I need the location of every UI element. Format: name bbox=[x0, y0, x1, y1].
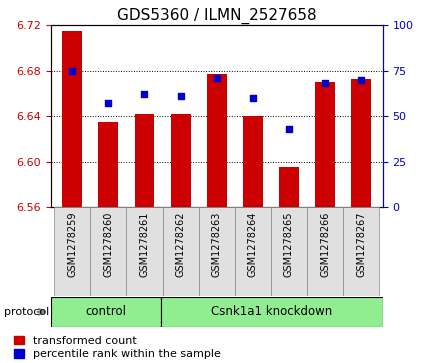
FancyBboxPatch shape bbox=[162, 207, 198, 296]
Point bbox=[286, 126, 293, 132]
Text: GSM1278260: GSM1278260 bbox=[103, 211, 114, 277]
Title: GDS5360 / ILMN_2527658: GDS5360 / ILMN_2527658 bbox=[117, 8, 316, 24]
Point bbox=[69, 68, 76, 74]
FancyBboxPatch shape bbox=[343, 207, 379, 296]
Bar bbox=[243, 116, 263, 207]
Point bbox=[358, 77, 365, 83]
Text: GSM1278266: GSM1278266 bbox=[320, 211, 330, 277]
FancyBboxPatch shape bbox=[161, 297, 383, 327]
FancyBboxPatch shape bbox=[51, 297, 161, 327]
Text: GSM1278261: GSM1278261 bbox=[139, 211, 150, 277]
Bar bbox=[207, 74, 227, 207]
FancyBboxPatch shape bbox=[235, 207, 271, 296]
Bar bbox=[135, 114, 154, 207]
Text: GSM1278265: GSM1278265 bbox=[284, 211, 294, 277]
Text: GSM1278259: GSM1278259 bbox=[67, 211, 77, 277]
Point bbox=[141, 91, 148, 97]
FancyBboxPatch shape bbox=[271, 207, 307, 296]
Text: GSM1278263: GSM1278263 bbox=[212, 211, 222, 277]
Bar bbox=[99, 122, 118, 207]
Text: GSM1278264: GSM1278264 bbox=[248, 211, 258, 277]
Bar bbox=[315, 82, 335, 207]
FancyBboxPatch shape bbox=[54, 207, 90, 296]
Bar bbox=[171, 114, 191, 207]
Bar bbox=[351, 79, 371, 207]
Text: GSM1278262: GSM1278262 bbox=[176, 211, 186, 277]
Text: control: control bbox=[85, 305, 126, 318]
Text: protocol: protocol bbox=[4, 307, 50, 317]
Point bbox=[105, 101, 112, 106]
Legend: transformed count, percentile rank within the sample: transformed count, percentile rank withi… bbox=[15, 336, 221, 359]
FancyBboxPatch shape bbox=[126, 207, 162, 296]
Bar bbox=[62, 31, 82, 207]
Point bbox=[249, 95, 257, 101]
Point bbox=[322, 81, 329, 86]
Text: GSM1278267: GSM1278267 bbox=[356, 211, 366, 277]
FancyBboxPatch shape bbox=[307, 207, 343, 296]
Point bbox=[213, 75, 220, 81]
FancyBboxPatch shape bbox=[198, 207, 235, 296]
Text: Csnk1a1 knockdown: Csnk1a1 knockdown bbox=[212, 305, 333, 318]
Bar bbox=[279, 167, 299, 207]
Point bbox=[177, 93, 184, 99]
FancyBboxPatch shape bbox=[90, 207, 126, 296]
